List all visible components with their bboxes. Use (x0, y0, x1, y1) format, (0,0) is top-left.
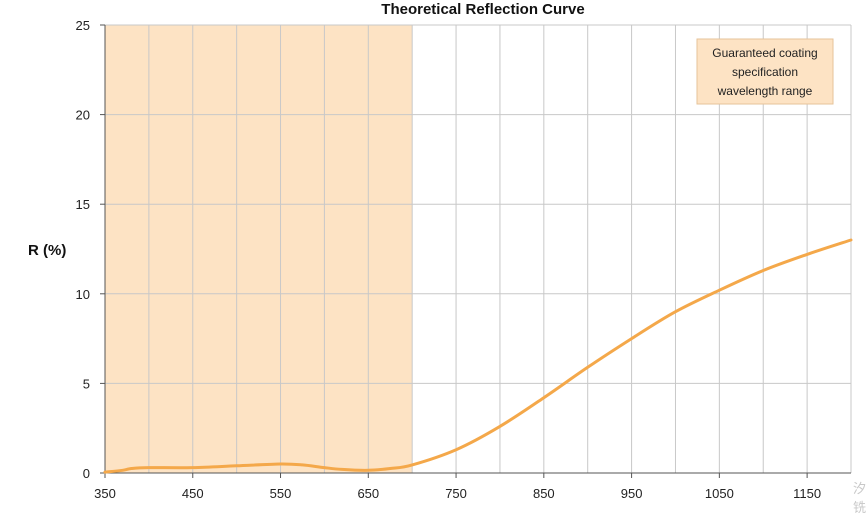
y-axis-label: R (%) (28, 242, 66, 259)
x-tick-label: 1050 (705, 486, 734, 501)
band-annotation-line-3: wavelength range (717, 84, 813, 98)
x-tick-label: 850 (533, 486, 555, 501)
x-tick-label: 750 (445, 486, 467, 501)
y-tick-label: 25 (76, 18, 90, 33)
watermark-char-1: 汐 (853, 481, 866, 497)
y-tick-label: 15 (76, 197, 90, 212)
axis-layer: 0 5 10 15 20 25 350 450 550 650 750 850 950 1050 1150 (76, 18, 851, 501)
y-tick-label: 10 (76, 287, 90, 302)
chart-title: Theoretical Reflection Curve (381, 1, 584, 18)
y-tick-label: 20 (76, 108, 90, 123)
watermark-char-2: 铣 (853, 501, 866, 515)
band-annotation-line-2: specification (732, 65, 798, 79)
wavelength-band-layer (105, 25, 413, 473)
x-tick-label: 650 (357, 486, 379, 501)
x-tick-label: 350 (94, 486, 116, 501)
curve-layer (103, 238, 853, 474)
x-tick-label: 450 (182, 486, 204, 501)
band-annotation-line-1: Guaranteed coating (712, 46, 817, 60)
reflection-curve (103, 238, 853, 474)
band-annotation: Guaranteed coating specification wavelen… (696, 38, 834, 105)
y-tick-label: 0 (83, 466, 90, 481)
x-tick-label: 1150 (793, 486, 821, 501)
band-annotation-box (696, 38, 834, 105)
x-tick-label: 550 (270, 486, 292, 501)
x-tick-label: 950 (621, 486, 643, 501)
spec-wavelength-band (105, 25, 413, 473)
y-tick-label: 5 (83, 376, 90, 391)
grid-layer (104, 24, 852, 474)
